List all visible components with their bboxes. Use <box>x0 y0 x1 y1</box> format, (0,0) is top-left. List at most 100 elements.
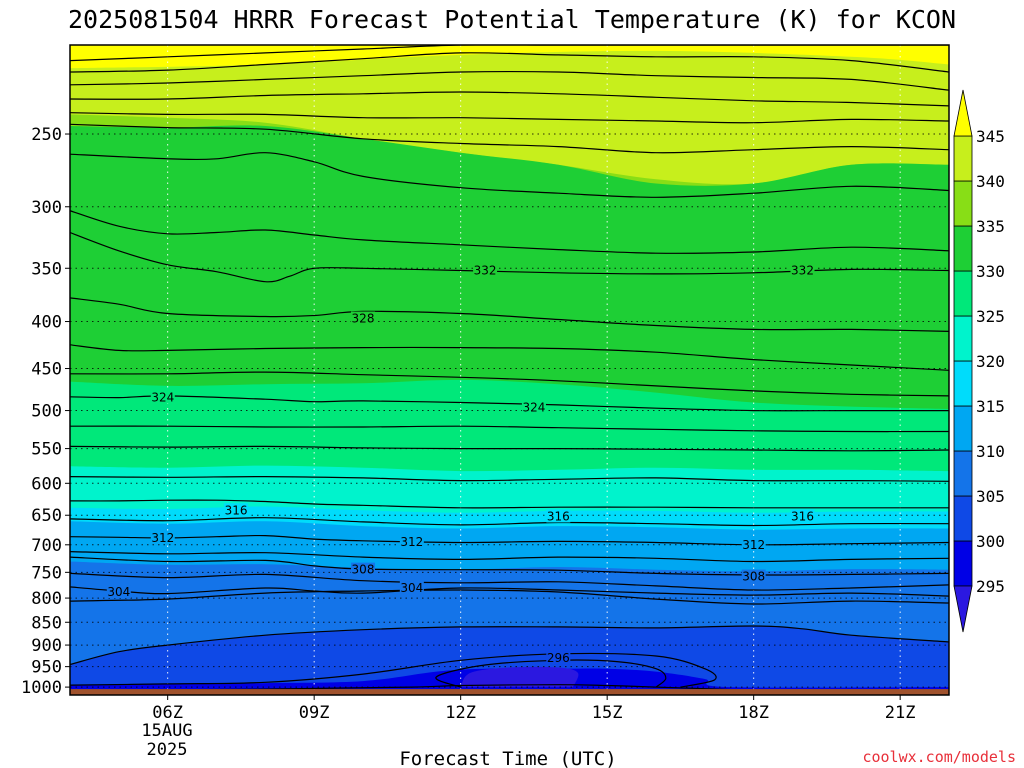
y-tick-label: 350 <box>31 259 62 279</box>
y-tick-label: 1000 <box>21 678 62 698</box>
contour-310 <box>70 551 949 563</box>
x-tick-label: 09Z <box>299 703 330 723</box>
y-tick-label: 450 <box>31 360 62 380</box>
x-tick-label: 15Z <box>592 703 623 723</box>
band-below-295 <box>460 666 579 688</box>
y-tick-label: 500 <box>31 402 62 422</box>
contour-337 <box>70 123 949 154</box>
contour-label-bg <box>521 400 546 414</box>
contour-label-bg <box>473 263 498 277</box>
colorbar-segment <box>953 405 973 452</box>
contour-label: 332 <box>791 264 814 278</box>
contour-330 <box>70 297 949 332</box>
contour-label-bg <box>106 585 131 599</box>
contour-label-bg <box>546 651 571 665</box>
contour-label: 316 <box>225 503 248 517</box>
contour-322 <box>70 425 949 433</box>
contour-298 <box>70 652 717 688</box>
contour-339 <box>70 91 949 107</box>
contour-318 <box>70 475 949 482</box>
chart-title: 2025081504 HRRR Forecast Potential Tempe… <box>68 5 956 34</box>
contour-label: 308 <box>352 563 375 577</box>
x-tick-label: 12Z <box>445 703 476 723</box>
contour-314 <box>70 517 949 527</box>
y-tick-label: 250 <box>31 125 62 145</box>
contour-label-bg <box>399 534 424 548</box>
contour-308 <box>70 556 949 576</box>
contour-300 <box>70 625 949 666</box>
x-axis-label: Forecast Time (UTC) <box>399 748 616 768</box>
colorbar-segment <box>953 180 973 227</box>
colorbar: 295 300 305 310 315 320 325 330 335 340 345 <box>953 89 1005 633</box>
band-300 <box>70 625 949 695</box>
colorbar-label: 325 <box>976 307 1005 326</box>
colorbar-label: 345 <box>976 127 1005 146</box>
colorbar-arrow-low <box>953 585 973 633</box>
y-tick-label: 300 <box>31 198 62 218</box>
contour-label-bg <box>150 530 175 544</box>
y-tick-label: 600 <box>31 474 62 494</box>
contour-label: 324 <box>151 391 174 405</box>
contour-304 <box>70 586 949 597</box>
contour-label: 332 <box>474 264 497 278</box>
contour-label-bg <box>399 580 424 594</box>
colorbar-segment <box>953 360 973 407</box>
contour-label: 308 <box>742 570 765 584</box>
plot-area: 332 332 328 324 324 316 316 316 312 312 312 308 308 3… <box>70 45 949 695</box>
x-tick-label: 21Z <box>885 703 916 723</box>
contour-label: 304 <box>400 581 423 595</box>
colorbar-segment <box>953 225 973 272</box>
contour-328 <box>70 344 949 371</box>
contour-326 <box>70 371 949 397</box>
contour-296 <box>435 659 667 688</box>
contour-label-bg <box>741 537 766 551</box>
contour-label-bg <box>351 311 375 325</box>
contour-label-bg <box>790 509 815 523</box>
contour-label: 316 <box>547 509 570 523</box>
x-tick-label: 06Z <box>152 703 183 723</box>
colorbar-label: 300 <box>976 532 1005 551</box>
credit-link[interactable]: coolwx.com/models <box>862 748 1016 766</box>
x-tick-label: 18Z <box>738 703 769 723</box>
colorbar-segment <box>953 315 973 362</box>
contour-338 <box>70 112 949 124</box>
x-date-label: 15AUG <box>141 721 192 741</box>
y-tick-label: 550 <box>31 440 62 460</box>
plot-frame <box>69 44 950 696</box>
contour-label-bg <box>150 390 175 404</box>
y-tick-label: 650 <box>31 506 62 526</box>
contour-336 <box>70 152 949 198</box>
y-tick-label: 400 <box>31 313 62 333</box>
contour-334 <box>70 210 949 254</box>
colorbar-label: 335 <box>976 217 1005 236</box>
contour-342 <box>70 45 949 62</box>
y-tick-label: 750 <box>31 563 62 583</box>
surface-strip <box>70 689 949 695</box>
contour-label-bg <box>224 503 249 517</box>
contour-302 <box>70 589 949 605</box>
contour-label-bg <box>351 562 375 576</box>
contour-340 <box>70 70 949 91</box>
contour-316 <box>70 499 949 509</box>
colorbar-label: 310 <box>976 442 1005 461</box>
y-tick-label: 700 <box>31 536 62 556</box>
colorbar-segment <box>953 135 973 182</box>
colorbar-segment <box>953 450 973 497</box>
colorbar-segment <box>953 270 973 317</box>
y-tick-label: 900 <box>31 636 62 656</box>
x-year-label: 2025 <box>147 740 188 760</box>
colorbar-segment <box>953 540 973 587</box>
colorbar-label: 295 <box>976 577 1005 596</box>
colorbar-label: 315 <box>976 397 1005 416</box>
contour-label: 296 <box>547 651 570 665</box>
contour-label: 312 <box>400 535 423 549</box>
contour-label: 304 <box>107 585 130 599</box>
contour-label: 312 <box>742 538 765 552</box>
y-tick-label: 800 <box>31 589 62 609</box>
colorbar-label: 330 <box>976 262 1005 281</box>
contour-label-bg <box>790 263 815 277</box>
contour-label-bg <box>546 509 571 523</box>
contour-label-bg <box>741 569 766 583</box>
y-tick-label: 950 <box>31 658 62 678</box>
